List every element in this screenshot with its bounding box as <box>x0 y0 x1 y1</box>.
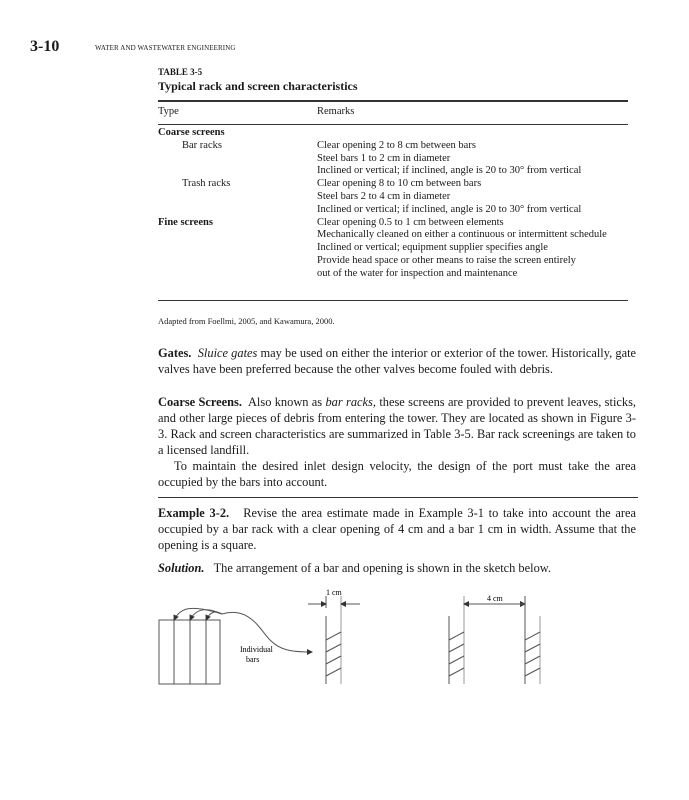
coarse-heading: Coarse Screens. <box>158 395 242 409</box>
cell-remark: Clear opening 0.5 to 1 cm between elemen… <box>317 216 504 228</box>
table-bottom-rule <box>158 300 628 301</box>
running-head: WATER AND WASTEWATER ENGINEERING <box>95 44 236 52</box>
cell-remark: Clear opening 2 to 8 cm between bars <box>317 139 476 151</box>
cell-remark: Mechanically cleaned on either a continu… <box>317 229 607 241</box>
coarse-text-2: these screens are provided to prevent le… <box>158 395 636 457</box>
table-row: Inclined or vertical; equipment supplier… <box>158 242 628 255</box>
column-header-type: Type <box>158 106 179 117</box>
cell-type: Bar racks <box>182 139 222 151</box>
page-number: 3-10 <box>30 38 60 55</box>
table-row: out of the water for inspection and main… <box>158 268 628 281</box>
table-row: Fine screens Clear opening 0.5 to 1 cm be… <box>158 217 628 230</box>
cell-type: Trash racks <box>182 178 231 190</box>
bar-width-label: 1 cm <box>326 588 343 597</box>
table-header: Type Remarks <box>158 106 628 119</box>
table-title: Typical rack and screen characteristics <box>158 79 358 93</box>
rack-front-view <box>158 607 313 685</box>
coarse-text: Also known as <box>245 395 326 409</box>
opening-width-label: 4 cm <box>487 594 504 603</box>
cell-remark: Steel bars 2 to 4 cm in diameter <box>317 190 451 202</box>
table-label: TABLE 3-5 <box>158 67 203 77</box>
cell-remark: Steel bars 1 to 2 cm in diameter <box>317 152 451 164</box>
cell-remark: Inclined or vertical; equipment supplier… <box>317 242 548 254</box>
paragraph-coarse-screens: Coarse Screens. Also known as bar racks,… <box>158 394 636 458</box>
cell-remark: Inclined or vertical; if inclined, angle… <box>317 165 582 177</box>
table-row: Coarse screens <box>158 127 628 140</box>
table-row: Steel bars 2 to 4 cm in diameter <box>158 191 628 204</box>
example-rule <box>158 497 638 498</box>
solution-text: The arrangement of a bar and opening is … <box>210 561 552 575</box>
table-row: Provide head space or other means to rai… <box>158 255 628 268</box>
gates-italic: Sluice gates <box>197 346 258 360</box>
table-source-note: Adapted from Foellmi, 2005, and Kawamura… <box>158 316 335 326</box>
cell-remark: Clear opening 8 to 10 cm between bars <box>317 178 482 190</box>
gates-heading: Gates. <box>158 346 192 360</box>
paragraph-solution: Solution. The arrangement of a bar and o… <box>158 560 636 576</box>
table-row: Trash racks Clear opening 8 to 10 cm betw… <box>158 178 628 191</box>
cell-type: Coarse screens <box>158 127 225 138</box>
example-text: Revise the area estimate made in Example… <box>158 506 636 552</box>
table-row: Inclined or vertical; if inclined, angle… <box>158 165 628 178</box>
individual-bars-label: Individual <box>240 645 274 654</box>
paragraph-maintain: To maintain the desired inlet design vel… <box>158 459 636 489</box>
table-row: Mechanically cleaned on either a continu… <box>158 229 628 242</box>
paragraph-gates: Gates. Sluice gates may be used on eithe… <box>158 345 636 377</box>
solution-heading: Solution. <box>158 561 205 575</box>
table-row: Bar racks Clear opening 2 to 8 cm between… <box>158 140 628 153</box>
coarse-italic: bar racks, <box>325 395 376 409</box>
cell-remark: Provide head space or other means to rai… <box>317 254 576 266</box>
column-header-remarks: Remarks <box>317 106 355 117</box>
individual-bars-label-2: bars <box>246 655 259 664</box>
gates-text: may be used on either the interior or ex… <box>158 346 637 376</box>
table-row: Steel bars 1 to 2 cm in diameter <box>158 153 628 166</box>
paragraph-example: Example 3-2. Revise the area estimate ma… <box>158 505 636 553</box>
table-top-rule <box>158 100 628 102</box>
table-row: Inclined or vertical; if inclined, angle… <box>158 204 628 217</box>
cell-remark: out of the water for inspection and main… <box>317 267 518 279</box>
cell-remark: Inclined or vertical; if inclined, angle… <box>317 203 582 215</box>
table-header-rule <box>158 124 628 125</box>
table-body: Coarse screens Bar racks Clear opening 2 t… <box>158 127 628 281</box>
example-heading: Example 3-2. <box>158 506 230 520</box>
bar-rack-sketch: Individual bars 1 cm 4 cm <box>158 588 541 685</box>
cell-type: Fine screens <box>158 216 213 228</box>
bar-section-1cm <box>308 596 360 684</box>
opening-section-4cm <box>448 596 541 684</box>
